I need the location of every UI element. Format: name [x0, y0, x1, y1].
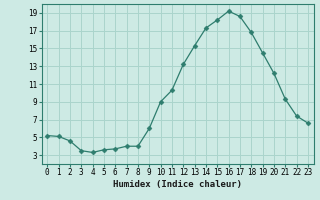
- X-axis label: Humidex (Indice chaleur): Humidex (Indice chaleur): [113, 180, 242, 189]
